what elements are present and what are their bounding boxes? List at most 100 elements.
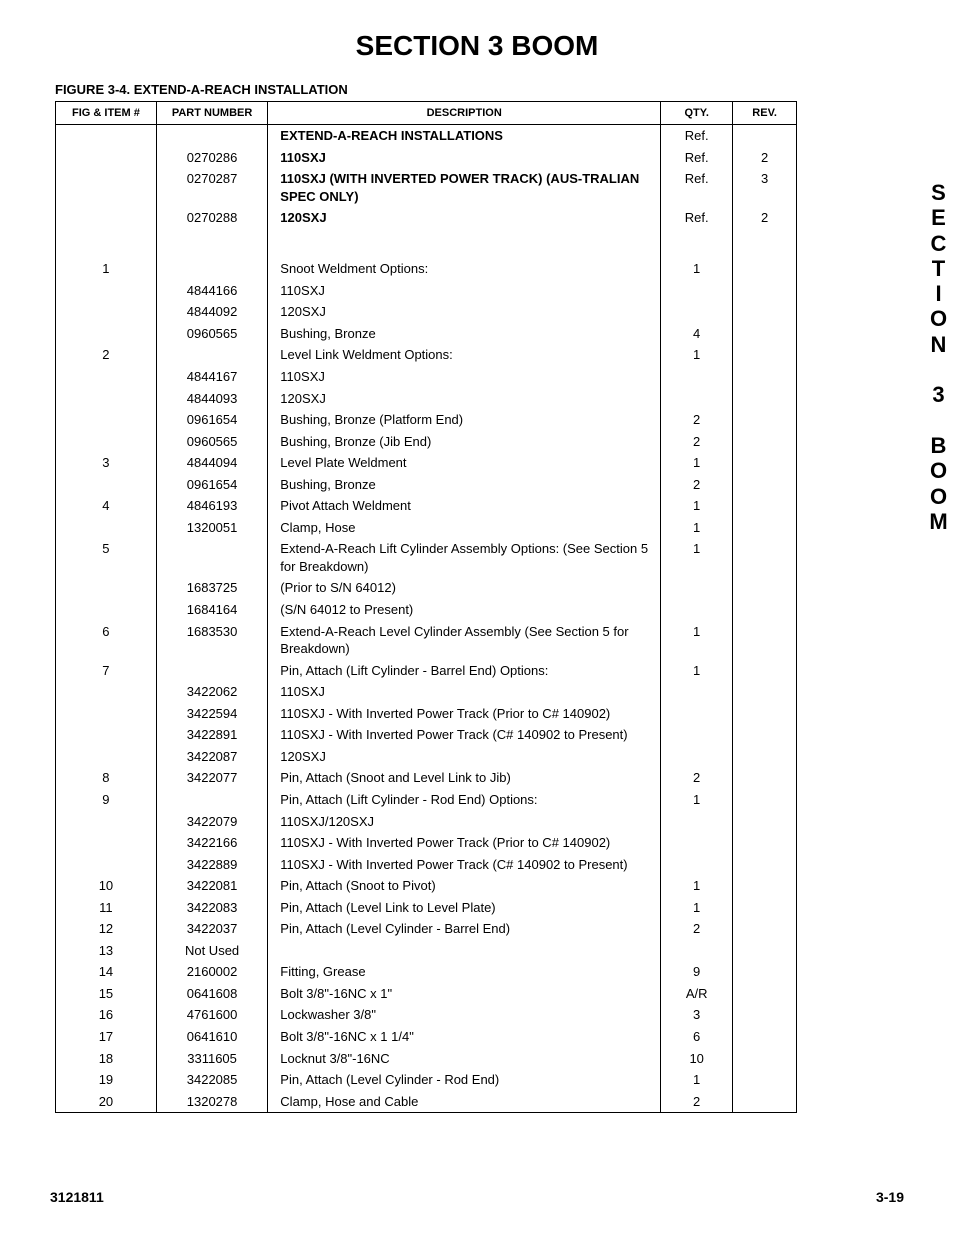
side-tab-char: T xyxy=(924,256,954,281)
section-title: SECTION 3 BOOM xyxy=(50,30,904,62)
cell-qty: 9 xyxy=(661,961,733,983)
cell-desc: (Prior to S/N 64012) xyxy=(268,577,661,599)
cell-fig: 8 xyxy=(56,767,157,789)
cell-desc: Snoot Weldment Options: xyxy=(268,258,661,280)
cell-fig: 15 xyxy=(56,983,157,1005)
cell-qty: Ref. xyxy=(661,168,733,207)
cell-qty: 1 xyxy=(661,538,733,577)
cell-rev xyxy=(733,918,797,940)
cell-fig xyxy=(56,811,157,833)
cell-fig: 7 xyxy=(56,660,157,682)
cell-part: 1683725 xyxy=(156,577,267,599)
cell-desc: 110SXJ xyxy=(268,681,661,703)
cell-qty: 6 xyxy=(661,1026,733,1048)
side-tab-char xyxy=(924,408,954,433)
table-row: EXTEND-A-REACH INSTALLATIONSRef. xyxy=(56,125,797,147)
table-row: 3422062110SXJ xyxy=(56,681,797,703)
side-tab-char: B xyxy=(924,433,954,458)
cell-part: 4844094 xyxy=(156,452,267,474)
cell-qty: 1 xyxy=(661,660,733,682)
cell-rev xyxy=(733,517,797,539)
cell-qty: 2 xyxy=(661,1091,733,1113)
cell-qty: A/R xyxy=(661,983,733,1005)
cell-part: 4844093 xyxy=(156,388,267,410)
cell-desc: (S/N 64012 to Present) xyxy=(268,599,661,621)
side-tab-char: S xyxy=(924,180,954,205)
table-row: 150641608Bolt 3/8"-16NC x 1"A/R xyxy=(56,983,797,1005)
cell-fig: 19 xyxy=(56,1069,157,1091)
cell-qty: 2 xyxy=(661,431,733,453)
cell-desc: Pin, Attach (Level Cylinder - Barrel End… xyxy=(268,918,661,940)
cell-desc: Pin, Attach (Lift Cylinder - Rod End) Op… xyxy=(268,789,661,811)
header-part: PART NUMBER xyxy=(156,102,267,125)
cell-rev xyxy=(733,409,797,431)
cell-rev xyxy=(733,495,797,517)
cell-part: 3422062 xyxy=(156,681,267,703)
cell-desc: Extend-A-Reach Lift Cylinder Assembly Op… xyxy=(268,538,661,577)
cell-qty: 4 xyxy=(661,323,733,345)
cell-desc: Level Plate Weldment xyxy=(268,452,661,474)
cell-fig xyxy=(56,517,157,539)
cell-part: 0961654 xyxy=(156,409,267,431)
cell-fig xyxy=(56,681,157,703)
cell-rev xyxy=(733,703,797,725)
table-row: 1320051Clamp, Hose1 xyxy=(56,517,797,539)
cell-rev xyxy=(733,789,797,811)
table-row: 4844092120SXJ xyxy=(56,301,797,323)
cell-fig xyxy=(56,854,157,876)
cell-rev xyxy=(733,875,797,897)
cell-rev xyxy=(733,940,797,962)
table-row: 3422079110SXJ/120SXJ xyxy=(56,811,797,833)
table-row: 3422891110SXJ - With Inverted Power Trac… xyxy=(56,724,797,746)
cell-part: 3422037 xyxy=(156,918,267,940)
cell-desc xyxy=(268,940,661,962)
cell-qty xyxy=(661,599,733,621)
cell-desc: Bushing, Bronze (Platform End) xyxy=(268,409,661,431)
cell-fig xyxy=(56,301,157,323)
cell-rev xyxy=(733,746,797,768)
table-row: 61683530Extend-A-Reach Level Cylinder As… xyxy=(56,621,797,660)
parts-table: FIG & ITEM # PART NUMBER DESCRIPTION QTY… xyxy=(55,101,797,1113)
table-row: 183311605Locknut 3/8"-16NC10 xyxy=(56,1048,797,1070)
cell-fig xyxy=(56,323,157,345)
cell-part: 1320278 xyxy=(156,1091,267,1113)
cell-desc: Level Link Weldment Options: xyxy=(268,344,661,366)
cell-qty: 1 xyxy=(661,897,733,919)
cell-desc: 110SXJ - With Inverted Power Track (C# 1… xyxy=(268,854,661,876)
table-row: 0270286110SXJRef.2 xyxy=(56,147,797,169)
cell-qty: 1 xyxy=(661,621,733,660)
cell-qty: 1 xyxy=(661,517,733,539)
cell-part: 3422891 xyxy=(156,724,267,746)
cell-rev xyxy=(733,724,797,746)
cell-qty: 2 xyxy=(661,918,733,940)
cell-qty xyxy=(661,388,733,410)
cell-part xyxy=(156,789,267,811)
table-row: 170641610Bolt 3/8"-16NC x 1 1/4"6 xyxy=(56,1026,797,1048)
header-desc: DESCRIPTION xyxy=(268,102,661,125)
cell-desc: EXTEND-A-REACH INSTALLATIONS xyxy=(268,125,661,147)
cell-part: 1684164 xyxy=(156,599,267,621)
cell-part: 0641610 xyxy=(156,1026,267,1048)
cell-desc: Clamp, Hose xyxy=(268,517,661,539)
cell-fig: 14 xyxy=(56,961,157,983)
table-row: 164761600Lockwasher 3/8"3 xyxy=(56,1004,797,1026)
table-body: EXTEND-A-REACH INSTALLATIONSRef.02702861… xyxy=(56,125,797,1113)
cell-qty xyxy=(661,811,733,833)
cell-fig: 2 xyxy=(56,344,157,366)
cell-desc: Locknut 3/8"-16NC xyxy=(268,1048,661,1070)
cell-fig: 16 xyxy=(56,1004,157,1026)
spacer-row xyxy=(56,229,797,259)
side-tab-char: C xyxy=(924,231,954,256)
side-tab-char: I xyxy=(924,281,954,306)
table-row: 113422083Pin, Attach (Level Link to Leve… xyxy=(56,897,797,919)
table-row: 0960565Bushing, Bronze (Jib End)2 xyxy=(56,431,797,453)
cell-rev xyxy=(733,125,797,147)
cell-part: 4844166 xyxy=(156,280,267,302)
cell-rev xyxy=(733,452,797,474)
table-row: 4844093120SXJ xyxy=(56,388,797,410)
cell-qty xyxy=(661,301,733,323)
cell-rev xyxy=(733,897,797,919)
cell-rev xyxy=(733,538,797,577)
cell-qty xyxy=(661,724,733,746)
cell-part: 0270287 xyxy=(156,168,267,207)
